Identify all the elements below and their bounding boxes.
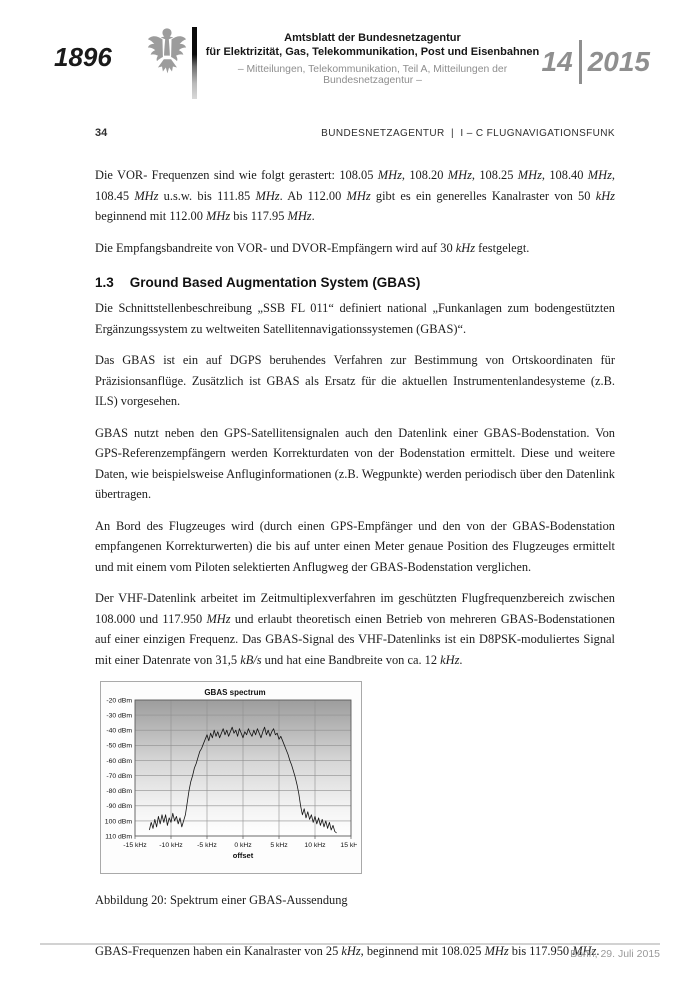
svg-text:-60 dBm: -60 dBm [106, 758, 132, 765]
issue-number: 1896 [54, 42, 112, 72]
gbas-spectrum-chart: -20 dBm -30 dBm -40 dBm -50 dBm -60 dBm -70 d… [103, 686, 363, 871]
masthead-titles: Amtsblatt der Bundesnetzagentur für Elek… [205, 32, 540, 86]
svg-text:GBAS spectrum: GBAS spectrum [204, 688, 265, 697]
svg-text:-100 dBm: -100 dBm [105, 818, 132, 825]
paragraph: An Bord des Flugzeuges wird (durch einen… [95, 518, 615, 574]
masthead-divider [192, 27, 197, 99]
running-header: 34 BUNDESNETZAGENTUR | I – C FLUGNAVIGAT… [95, 127, 615, 139]
svg-text:-50 dBm: -50 dBm [106, 743, 132, 750]
page-footer: Bonn, 29. Juli 2015 [40, 943, 660, 960]
edition-badge: 14 2015 [542, 40, 650, 84]
svg-text:-110 dBm: -110 dBm [105, 833, 132, 840]
paragraph: Die VOR- Frequenzen sind wie folgt geras… [95, 168, 615, 223]
section-heading: 1.3 Ground Based Augmentation System (GBA… [95, 273, 615, 293]
footer-date: Bonn, 29. Juli 2015 [570, 948, 660, 960]
body-column: Die VOR- Frequenzen sind wie folgt geras… [95, 165, 615, 962]
svg-text:-90 dBm: -90 dBm [106, 803, 132, 810]
svg-text:-40 dBm: -40 dBm [106, 728, 132, 735]
paragraph: GBAS nutzt neben den GPS-Satellitensigna… [95, 425, 615, 502]
gazette-title-line2: für Elektrizität, Gas, Telekommunikation… [205, 45, 540, 58]
paragraph: Die Schnittstellenbeschreibung „SSB FL 0… [95, 301, 615, 336]
paragraph: Der VHF-Datenlink arbeitet im Zeitmultip… [95, 591, 616, 667]
svg-text:offset: offset [233, 851, 254, 860]
edition-divider [578, 40, 582, 84]
spectrum-figure: -20 dBm -30 dBm -40 dBm -50 dBm -60 dBm -70 d… [100, 681, 362, 874]
paragraph: Das GBAS ist ein auf DGPS beruhendes Ver… [95, 353, 615, 408]
svg-text:-5 kHz: -5 kHz [197, 842, 217, 849]
svg-text:-30 dBm: -30 dBm [106, 713, 132, 720]
footer-divider [40, 943, 660, 945]
svg-text:-15 kHz: -15 kHz [123, 842, 147, 849]
gazette-title-line1: Amtsblatt der Bundesnetzagentur [284, 32, 461, 44]
svg-text:5 kHz: 5 kHz [270, 842, 288, 849]
page-number: 34 [95, 127, 108, 139]
figure-caption: Abbildung 20: Spektrum einer GBAS-Aussen… [95, 892, 348, 907]
section-number: 1.3 [95, 275, 114, 290]
svg-text:10 kHz: 10 kHz [304, 842, 326, 849]
svg-text:-70 dBm: -70 dBm [106, 773, 132, 780]
svg-text:0 kHz: 0 kHz [234, 842, 252, 849]
svg-text:15 kHz: 15 kHz [340, 842, 357, 849]
svg-text:-80 dBm: -80 dBm [106, 788, 132, 795]
paragraph: Die Empfangsbandreite von VOR- und DVOR-… [95, 240, 530, 255]
closing-paragraph: GBAS-Frequenzen haben ein Kanalraster vo… [95, 944, 600, 958]
running-title: BUNDESNETZAGENTUR | I – C FLUGNAVIGATION… [321, 128, 615, 139]
federal-eagle-icon [147, 25, 187, 79]
gazette-subtitle: – Mitteilungen, Telekommunikation, Teil … [237, 64, 508, 86]
masthead: 1896 Amtsblatt der Bundesnetzagentur für… [0, 0, 700, 105]
edition-year: 2015 [587, 46, 650, 77]
svg-text:-20 dBm: -20 dBm [106, 697, 132, 704]
body-blocks: Die VOR- Frequenzen sind wie folgt geras… [95, 165, 615, 670]
edition-number: 14 [541, 46, 573, 77]
section-title: Ground Based Augmentation System (GBAS) [129, 275, 421, 290]
svg-text:-10 kHz: -10 kHz [159, 842, 183, 849]
